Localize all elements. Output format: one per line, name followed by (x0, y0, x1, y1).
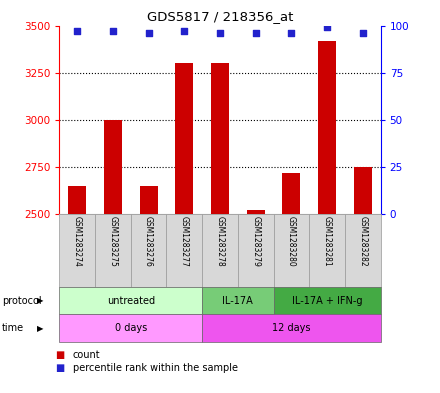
Text: GSM1283277: GSM1283277 (180, 216, 189, 267)
Text: ▶: ▶ (37, 296, 43, 305)
Text: GSM1283282: GSM1283282 (358, 216, 367, 267)
Point (323, 24, 330, 31)
Text: GSM1283278: GSM1283278 (216, 216, 224, 267)
Bar (176, 63, 193, 214)
Text: percentile rank within the sample: percentile rank within the sample (73, 363, 238, 373)
Point (110, 28, 117, 34)
Bar (211, 63, 229, 214)
Point (74, 28, 81, 34)
Point (145, 30, 152, 36)
Text: protocol: protocol (2, 296, 42, 306)
Text: GSM1283276: GSM1283276 (144, 216, 153, 267)
Text: 0 days: 0 days (115, 323, 147, 333)
Text: ■: ■ (55, 350, 64, 360)
Bar (139, 186, 158, 214)
Text: GSM1283274: GSM1283274 (73, 216, 82, 267)
Bar (104, 120, 122, 214)
Text: IL-17A: IL-17A (223, 296, 253, 306)
Text: GSM1283275: GSM1283275 (108, 216, 117, 267)
Bar (318, 40, 336, 214)
Point (288, 30, 295, 36)
Point (252, 30, 259, 36)
Text: ▶: ▶ (37, 324, 43, 332)
Bar (68, 186, 86, 214)
Text: IL-17A + IFN-g: IL-17A + IFN-g (292, 296, 362, 306)
Bar (247, 210, 264, 214)
Text: GSM1283280: GSM1283280 (287, 216, 296, 267)
Point (359, 30, 366, 36)
Point (216, 30, 224, 36)
Text: count: count (73, 350, 100, 360)
Text: GSM1283281: GSM1283281 (323, 216, 332, 267)
Text: untreated: untreated (107, 296, 155, 306)
Text: time: time (2, 323, 24, 333)
Point (181, 28, 188, 34)
Text: GDS5817 / 218356_at: GDS5817 / 218356_at (147, 10, 293, 23)
Bar (354, 167, 372, 214)
Text: ■: ■ (55, 363, 64, 373)
Bar (282, 173, 300, 214)
Text: GSM1283279: GSM1283279 (251, 216, 260, 267)
Text: 12 days: 12 days (272, 323, 311, 333)
